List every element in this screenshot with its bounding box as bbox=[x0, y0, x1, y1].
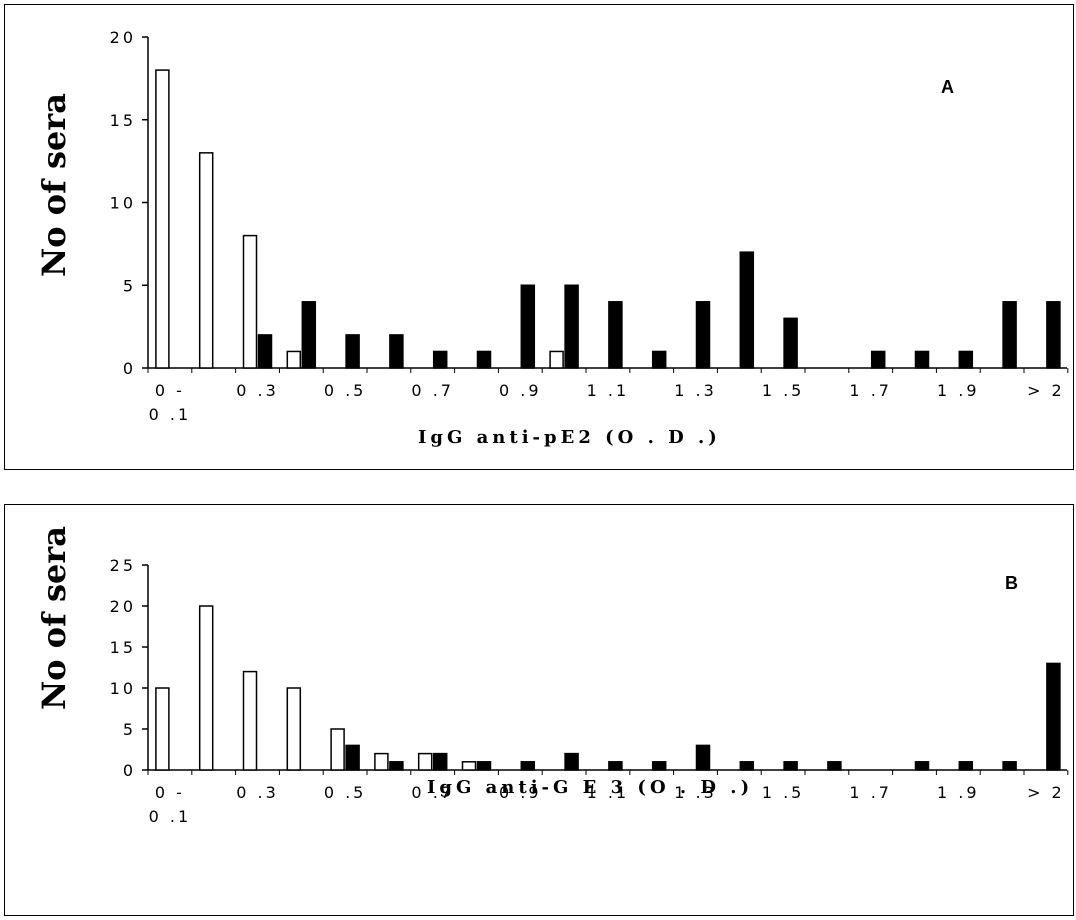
chart-b-xtick-label: 0 .5 bbox=[324, 783, 367, 802]
chart-a-bar-open bbox=[242, 234, 258, 369]
chart-a-xtick-label: 0 .7 bbox=[411, 381, 454, 400]
chart-b-xtick-label: 1 .3 bbox=[674, 783, 717, 802]
chart-a-xtick-label: > 2 bbox=[1027, 381, 1065, 400]
chart-a-xtick-label: 0 - bbox=[155, 381, 185, 400]
chart-b-ytick-label: 5 bbox=[123, 720, 136, 739]
chart-a-xtick-label: 1 .5 bbox=[762, 381, 805, 400]
chart-b-bar-filled bbox=[389, 761, 404, 771]
chart-b-bar-filled bbox=[345, 744, 360, 771]
chart-a-xtick-label: 1 .3 bbox=[674, 381, 717, 400]
chart-b-bar-open bbox=[461, 761, 477, 771]
chart-b-xtick-label: 0 .3 bbox=[236, 783, 279, 802]
chart-b-bar-filled bbox=[520, 761, 536, 771]
chart-b-ytick-label: 0 bbox=[123, 761, 136, 780]
chart-b-xtick-label: 1 .1 bbox=[587, 783, 630, 802]
chart-a-xtick-label: 1 .7 bbox=[849, 381, 892, 400]
chart-b-bar-filled bbox=[1002, 761, 1017, 771]
chart-b-ylabel: No of sera bbox=[35, 526, 73, 710]
chart-b-xlabel: IgG anti-G E 3 (O . D .) bbox=[427, 777, 753, 798]
chart-a-bar-filled bbox=[739, 251, 755, 369]
chart-b-bar-open bbox=[286, 687, 302, 771]
chart-b-bar-filled bbox=[476, 761, 492, 771]
chart-a-bar-filled bbox=[345, 334, 360, 369]
chart-b-bar-filled bbox=[827, 761, 842, 771]
chart-b-xtick-label: 1 .7 bbox=[849, 783, 892, 802]
chart-b-xtick-label: 0 .7 bbox=[411, 783, 454, 802]
chart-b-bar-filled bbox=[564, 752, 579, 771]
chart-b-bar-filled bbox=[695, 744, 711, 771]
chart-a-xtick-label: 0 .5 bbox=[324, 381, 367, 400]
chart-a-xtick-sublabel: 0 .1 bbox=[149, 405, 192, 424]
chart-b-bar-filled bbox=[651, 761, 667, 771]
chart-a-xtick-label: 1 .9 bbox=[937, 381, 980, 400]
chart-a-bar-filled bbox=[870, 350, 886, 369]
chart-a-xtick-label: 1 .1 bbox=[587, 381, 630, 400]
chart-b-bar-open bbox=[417, 752, 433, 771]
chart-a-bar-filled bbox=[914, 350, 930, 369]
chart-b-xtick-sublabel: 0 .1 bbox=[149, 807, 192, 826]
chart-b-xtick-label: 1 .9 bbox=[937, 783, 980, 802]
chart-b-bar-filled bbox=[783, 761, 798, 771]
chart-a-bar-filled bbox=[257, 334, 273, 369]
chart-b-bar-open bbox=[198, 605, 214, 771]
chart-a-bar-open bbox=[549, 350, 564, 369]
chart-a-ytick-label: 20 bbox=[110, 28, 136, 47]
chart-a-bar-filled bbox=[651, 350, 667, 369]
chart-a-bar-filled bbox=[1002, 301, 1017, 369]
chart-b-bar-filled bbox=[608, 761, 623, 771]
chart-b-bar-filled bbox=[432, 752, 448, 771]
chart-b-bar-filled bbox=[1046, 662, 1061, 771]
chart-panel-b: No of sera B IgG anti-G E 3 (O . D .) 0 5… bbox=[4, 504, 1074, 916]
chart-a-bar-filled bbox=[608, 301, 623, 369]
chart-b-ytick-label: 20 bbox=[110, 597, 136, 616]
chart-a-bar-filled bbox=[476, 350, 492, 369]
chart-a-xlabel: IgG anti-pE2 (O . D .) bbox=[418, 427, 721, 448]
chart-a-bar-filled bbox=[695, 301, 711, 369]
chart-b-ytick-label: 25 bbox=[110, 556, 136, 575]
chart-a-bar-filled bbox=[564, 284, 579, 369]
chart-b-ytick-label: 10 bbox=[110, 679, 136, 698]
chart-b-ytick-label: 15 bbox=[110, 638, 136, 657]
chart-a-panel-label: A bbox=[941, 77, 954, 97]
chart-a-bar-filled bbox=[1046, 301, 1061, 369]
chart-a-bar-filled bbox=[301, 301, 317, 369]
chart-a-ytick-label: 0 bbox=[123, 359, 136, 378]
chart-a-bar-filled bbox=[520, 284, 536, 369]
chart-b-bar-filled bbox=[958, 761, 974, 771]
chart-a-ytick-label: 15 bbox=[110, 111, 136, 130]
chart-b-xtick-label: > 2 bbox=[1027, 783, 1065, 802]
chart-b-xtick-label: 1 .5 bbox=[762, 783, 805, 802]
chart-a-bar-open bbox=[286, 350, 302, 369]
chart-b-bar-filled bbox=[914, 761, 930, 771]
chart-b-xtick-label: 0 - bbox=[155, 783, 185, 802]
chart-b-panel-label: B bbox=[1005, 573, 1018, 593]
chart-b-bar-open bbox=[374, 752, 389, 771]
chart-b-bar-open bbox=[330, 728, 345, 771]
chart-a-bar-open bbox=[155, 69, 170, 369]
chart-a-ylabel: No of sera bbox=[35, 93, 73, 277]
chart-a-bar-open bbox=[198, 152, 214, 369]
chart-a-ytick-label: 10 bbox=[110, 194, 136, 213]
chart-panel-a: No of sera A IgG anti-pE2 (O . D .) 0 5 10… bbox=[4, 4, 1074, 470]
chart-a-xtick-label: 0 .3 bbox=[236, 381, 279, 400]
chart-a-svg: No of sera A IgG anti-pE2 (O . D .) 0 5 10… bbox=[35, 28, 1069, 448]
chart-b-bar-filled bbox=[739, 761, 755, 771]
chart-b-bar-open bbox=[242, 670, 258, 771]
chart-a-bar-filled bbox=[389, 334, 404, 369]
chart-b-svg: No of sera B IgG anti-G E 3 (O . D .) 0 5… bbox=[35, 526, 1069, 826]
chart-b-bar-open bbox=[155, 687, 170, 771]
chart-a-bar-filled bbox=[958, 350, 974, 369]
chart-a-xtick-label: 0 .9 bbox=[499, 381, 542, 400]
chart-a-bar-filled bbox=[783, 317, 798, 369]
chart-b-xtick-label: 0 .9 bbox=[499, 783, 542, 802]
chart-a-ytick-label: 5 bbox=[123, 276, 136, 295]
chart-a-bar-filled bbox=[432, 350, 448, 369]
